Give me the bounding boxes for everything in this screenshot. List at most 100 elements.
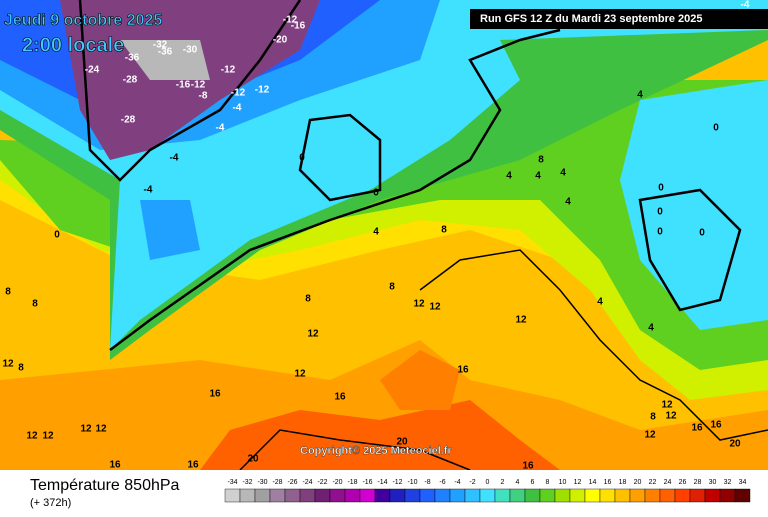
scale-label: -22 <box>317 479 327 486</box>
scale-swatch <box>314 488 331 503</box>
date: Jeudi 9 octobre 2025 <box>4 12 162 29</box>
scale-swatch <box>689 488 706 503</box>
contour-label: -28 <box>121 115 136 126</box>
contour-label: 20 <box>396 437 408 448</box>
scale-swatch <box>464 488 481 503</box>
scale-label: 24 <box>664 479 672 486</box>
contour-label: 12 <box>307 329 319 340</box>
scale-label: 30 <box>709 479 717 486</box>
contour-label: 4 <box>560 168 566 179</box>
contour-label: -8 <box>199 91 208 102</box>
scale-swatch <box>704 488 721 503</box>
scale-swatch <box>389 488 406 503</box>
contour-label: 12 <box>26 431 38 442</box>
scale-swatch <box>359 488 376 503</box>
contour-label: 12 <box>413 299 425 310</box>
contour-label: -28 <box>123 75 138 86</box>
scale-swatch <box>299 488 316 503</box>
contour-label: -16 <box>291 21 306 32</box>
contour-label: 8 <box>305 294 311 305</box>
scale-label: -4 <box>454 479 460 486</box>
contour-label: -30 <box>183 45 198 56</box>
contour-label: -4 <box>144 185 153 196</box>
scale-swatch <box>629 488 646 503</box>
scale-swatch <box>599 488 616 503</box>
scale-swatch <box>284 488 301 503</box>
scale-swatch <box>509 488 526 503</box>
contour-label: 0 <box>299 153 305 164</box>
contour-label: 8 <box>538 155 544 166</box>
contour-label: 0 <box>699 228 705 239</box>
color-scale: -34 -32 -30 -28 -26 -24 -22 -20 -18 -16 -14 -12 -10-… <box>224 479 751 503</box>
scale-label: 28 <box>694 479 702 486</box>
scale-swatch <box>269 488 286 503</box>
contour-label: -24 <box>85 65 100 76</box>
scale-label: 22 <box>649 479 657 486</box>
contour-label: 4 <box>373 227 379 238</box>
scale-label: -14 <box>377 479 387 486</box>
contour-label: -4 <box>170 153 179 164</box>
scale-swatch <box>539 488 556 503</box>
contour-label: 12 <box>661 400 673 411</box>
scale-label: -28 <box>272 479 282 486</box>
scale-label: 26 <box>679 479 687 486</box>
contour-label: 16 <box>109 460 121 471</box>
scale-label: -26 <box>287 479 297 486</box>
contour-label: 12 <box>429 302 441 313</box>
contour-label: 0 <box>373 188 379 199</box>
scale-swatch <box>584 488 601 503</box>
scale-label: -18 <box>347 479 357 486</box>
contour-label: 16 <box>710 420 722 431</box>
contour-label: -4 <box>216 123 225 134</box>
contour-label: -12 <box>283 15 298 26</box>
scale-label: 6 <box>531 479 535 486</box>
contour-label: 8 <box>650 412 656 423</box>
footer-title: Température 850hPa <box>30 477 180 494</box>
scale-swatch <box>674 488 691 503</box>
scale-label: 2 <box>501 479 505 486</box>
contour-label: -4 <box>741 0 750 11</box>
scale-swatch <box>419 488 436 503</box>
contour-label: 8 <box>5 287 11 298</box>
scale-swatch <box>734 488 751 503</box>
contour-label: 4 <box>565 197 571 208</box>
run: Run GFS 12 Z du Mardi 23 septembre 2025 <box>480 13 703 25</box>
scale-label: 18 <box>619 479 627 486</box>
scale-swatch <box>719 488 736 503</box>
scale-label: -12 <box>392 479 402 486</box>
scale-label: 14 <box>589 479 597 486</box>
contour-label: 16 <box>457 365 469 376</box>
scale-label: -32 <box>242 479 252 486</box>
contour-label: -12 <box>191 80 206 91</box>
scale-label: 8 <box>546 479 550 486</box>
scale-swatch <box>554 488 571 503</box>
contour-label: 12 <box>644 430 656 441</box>
contour-label: -36 <box>125 53 140 64</box>
contour-label: 20 <box>729 439 741 450</box>
scale-label: -20 <box>332 479 342 486</box>
scale-label: 4 <box>516 479 520 486</box>
scale-label: 16 <box>604 479 612 486</box>
contour-label: 0 <box>658 183 664 194</box>
contour-label: 12 <box>42 431 54 442</box>
contour-label: 16 <box>209 389 221 400</box>
contour-label: 4 <box>535 171 541 182</box>
scale-swatch <box>524 488 541 503</box>
contour-label: -32 <box>153 40 168 51</box>
contour-label: 16 <box>691 423 703 434</box>
contour-label: 12 <box>515 315 527 326</box>
contour-label: -20 <box>273 35 288 46</box>
contour-label: 4 <box>506 171 512 182</box>
scale-swatch <box>434 488 451 503</box>
contour-label: 0 <box>713 123 719 134</box>
copyright: Copyright© 2025 Meteociel.fr <box>300 445 452 457</box>
scale-label: -6 <box>439 479 445 486</box>
scale-swatch <box>224 488 241 503</box>
scale-label: -2 <box>469 479 475 486</box>
scale-swatch <box>614 488 631 503</box>
scale-label: -8 <box>424 479 430 486</box>
scale-swatch <box>344 488 361 503</box>
contour-label: 12 <box>665 411 677 422</box>
map <box>0 0 768 471</box>
